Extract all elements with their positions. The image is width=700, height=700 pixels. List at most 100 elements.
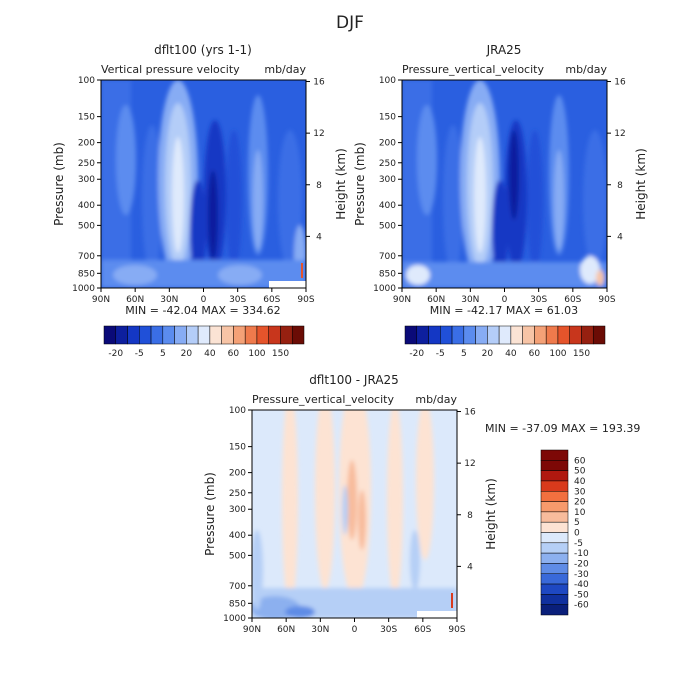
x-tick-label: 30S bbox=[380, 625, 397, 635]
contour-shape bbox=[554, 150, 564, 250]
y-tick-label: 1000 bbox=[72, 284, 95, 294]
x-tick-label: 60S bbox=[564, 295, 581, 305]
height-axis: 16 12 8 4 bbox=[306, 78, 325, 242]
panel-variable-label: Pressure_vertical_velocity bbox=[252, 393, 394, 406]
height-tick-label: 8 bbox=[316, 181, 322, 191]
y-tick-label: 150 bbox=[379, 113, 396, 123]
contour-shape bbox=[252, 530, 263, 610]
panel-title: dflt100 (yrs 1-1) bbox=[154, 43, 252, 57]
colorbar-swatch bbox=[540, 573, 569, 585]
contour-shape bbox=[172, 137, 184, 253]
height-tick-label: 4 bbox=[617, 232, 623, 242]
colorbar-swatch bbox=[428, 325, 441, 345]
contour-field bbox=[402, 80, 607, 288]
colorbar-label: 150 bbox=[573, 349, 590, 359]
height-tick-label: 12 bbox=[313, 129, 324, 139]
y-tick-label: 300 bbox=[379, 175, 396, 185]
colorbar-swatch bbox=[127, 325, 140, 345]
x-tick-label: 90N bbox=[243, 625, 261, 635]
colorbar-label: 5 bbox=[461, 349, 467, 359]
y-tick-label: 500 bbox=[379, 221, 396, 231]
height-axis-label: Height (km) bbox=[334, 148, 348, 219]
contour-shape bbox=[226, 130, 242, 270]
y-tick-label: 850 bbox=[379, 269, 396, 279]
colorbar-swatch bbox=[268, 325, 281, 345]
min-max-stats: MIN = -42.17 MAX = 61.03 bbox=[430, 304, 578, 317]
colorbar-label: -30 bbox=[574, 570, 589, 580]
panel-units-label: mb/day bbox=[565, 63, 607, 76]
contour-shape bbox=[342, 485, 348, 535]
x-tick-label: 0 bbox=[502, 295, 508, 305]
y-tick-label: 500 bbox=[78, 221, 95, 231]
colorbar-label: 60 bbox=[529, 349, 541, 359]
y-tick-label: 250 bbox=[78, 159, 95, 169]
contour-shape bbox=[416, 410, 434, 560]
y-tick-label: 150 bbox=[229, 443, 246, 453]
x-tick-label: 90S bbox=[448, 625, 465, 635]
colorbar-label: 20 bbox=[574, 498, 586, 508]
contour-shape bbox=[218, 265, 262, 285]
colorbar-label: 10 bbox=[574, 508, 586, 518]
colorbar-label: -50 bbox=[574, 590, 589, 600]
y-tick-label: 700 bbox=[229, 582, 246, 592]
height-tick-label: 8 bbox=[617, 181, 623, 191]
colorbar-swatch bbox=[522, 325, 535, 345]
colorbar-swatch bbox=[540, 521, 569, 533]
panel-difference: dflt100 - JRA25 Pressure_vertical_veloci… bbox=[203, 373, 640, 635]
y-tick-label: 1000 bbox=[223, 614, 246, 624]
colorbar-swatch bbox=[498, 325, 512, 345]
height-tick-label: 12 bbox=[464, 459, 475, 469]
height-tick-label: 4 bbox=[316, 232, 322, 242]
y-tick-label: 700 bbox=[78, 252, 95, 262]
contour-shape bbox=[285, 606, 315, 618]
colorbar-label: 0 bbox=[574, 529, 580, 539]
height-axis-label: Height (km) bbox=[484, 478, 498, 549]
colorbar-label: 40 bbox=[574, 477, 586, 487]
colorbar-swatch bbox=[510, 325, 523, 345]
y-axis: 100 150 200 250 300 400 500 700 850 1000 bbox=[223, 406, 252, 624]
colorbar-label: 60 bbox=[228, 349, 240, 359]
colorbar-label: -40 bbox=[574, 580, 589, 590]
y-tick-label: 150 bbox=[78, 113, 95, 123]
colorbar-swatch bbox=[256, 325, 269, 345]
y-tick-label: 300 bbox=[229, 505, 246, 515]
contour-shape bbox=[443, 125, 463, 275]
colorbar-swatch bbox=[416, 325, 429, 345]
missing-data-area bbox=[417, 611, 457, 618]
colorbar-swatch bbox=[540, 491, 569, 502]
y-tick-label: 1000 bbox=[373, 284, 396, 294]
x-tick-label: 0 bbox=[201, 295, 207, 305]
y-tick-label: 100 bbox=[229, 406, 246, 416]
colorbar-label: 5 bbox=[574, 518, 580, 528]
y-axis: 100 150 200 250 300 400 500 700 850 1000 bbox=[373, 76, 402, 294]
x-tick-label: 30S bbox=[530, 295, 547, 305]
contour-field bbox=[252, 410, 457, 618]
panel-jra25: JRA25 Pressure_vertical_velocity mb/day bbox=[353, 43, 648, 359]
y-axis: 100 150 200 250 300 400 500 700 850 1000 bbox=[72, 76, 101, 294]
colorbar-swatch bbox=[280, 325, 293, 345]
colorbar-swatch bbox=[209, 325, 222, 345]
colorbar-swatch bbox=[540, 470, 569, 482]
x-tick-label: 90S bbox=[598, 295, 615, 305]
contour-shape bbox=[596, 270, 604, 286]
contour-shape bbox=[358, 490, 366, 550]
contour-shape bbox=[347, 460, 357, 540]
y-tick-label: 200 bbox=[78, 139, 95, 149]
y-tick-label: 850 bbox=[78, 269, 95, 279]
colorbar-swatch bbox=[540, 552, 569, 564]
contour-shape bbox=[116, 105, 136, 215]
colorbar-label: -5 bbox=[436, 349, 445, 359]
colorbar-label: -20 bbox=[409, 349, 424, 359]
contour-shape bbox=[301, 263, 303, 278]
contour-shape bbox=[402, 262, 607, 288]
x-tick-label: 90N bbox=[92, 295, 110, 305]
x-tick-label: 0 bbox=[352, 625, 358, 635]
height-tick-label: 16 bbox=[614, 78, 626, 88]
height-axis: 16 12 8 4 bbox=[607, 78, 626, 242]
colorbar-label: -20 bbox=[574, 559, 589, 569]
y-axis-label: Pressure (mb) bbox=[203, 472, 217, 556]
colorbar-label: 60 bbox=[574, 456, 586, 466]
colorbar-swatch bbox=[534, 325, 547, 345]
y-tick-label: 100 bbox=[379, 76, 396, 86]
